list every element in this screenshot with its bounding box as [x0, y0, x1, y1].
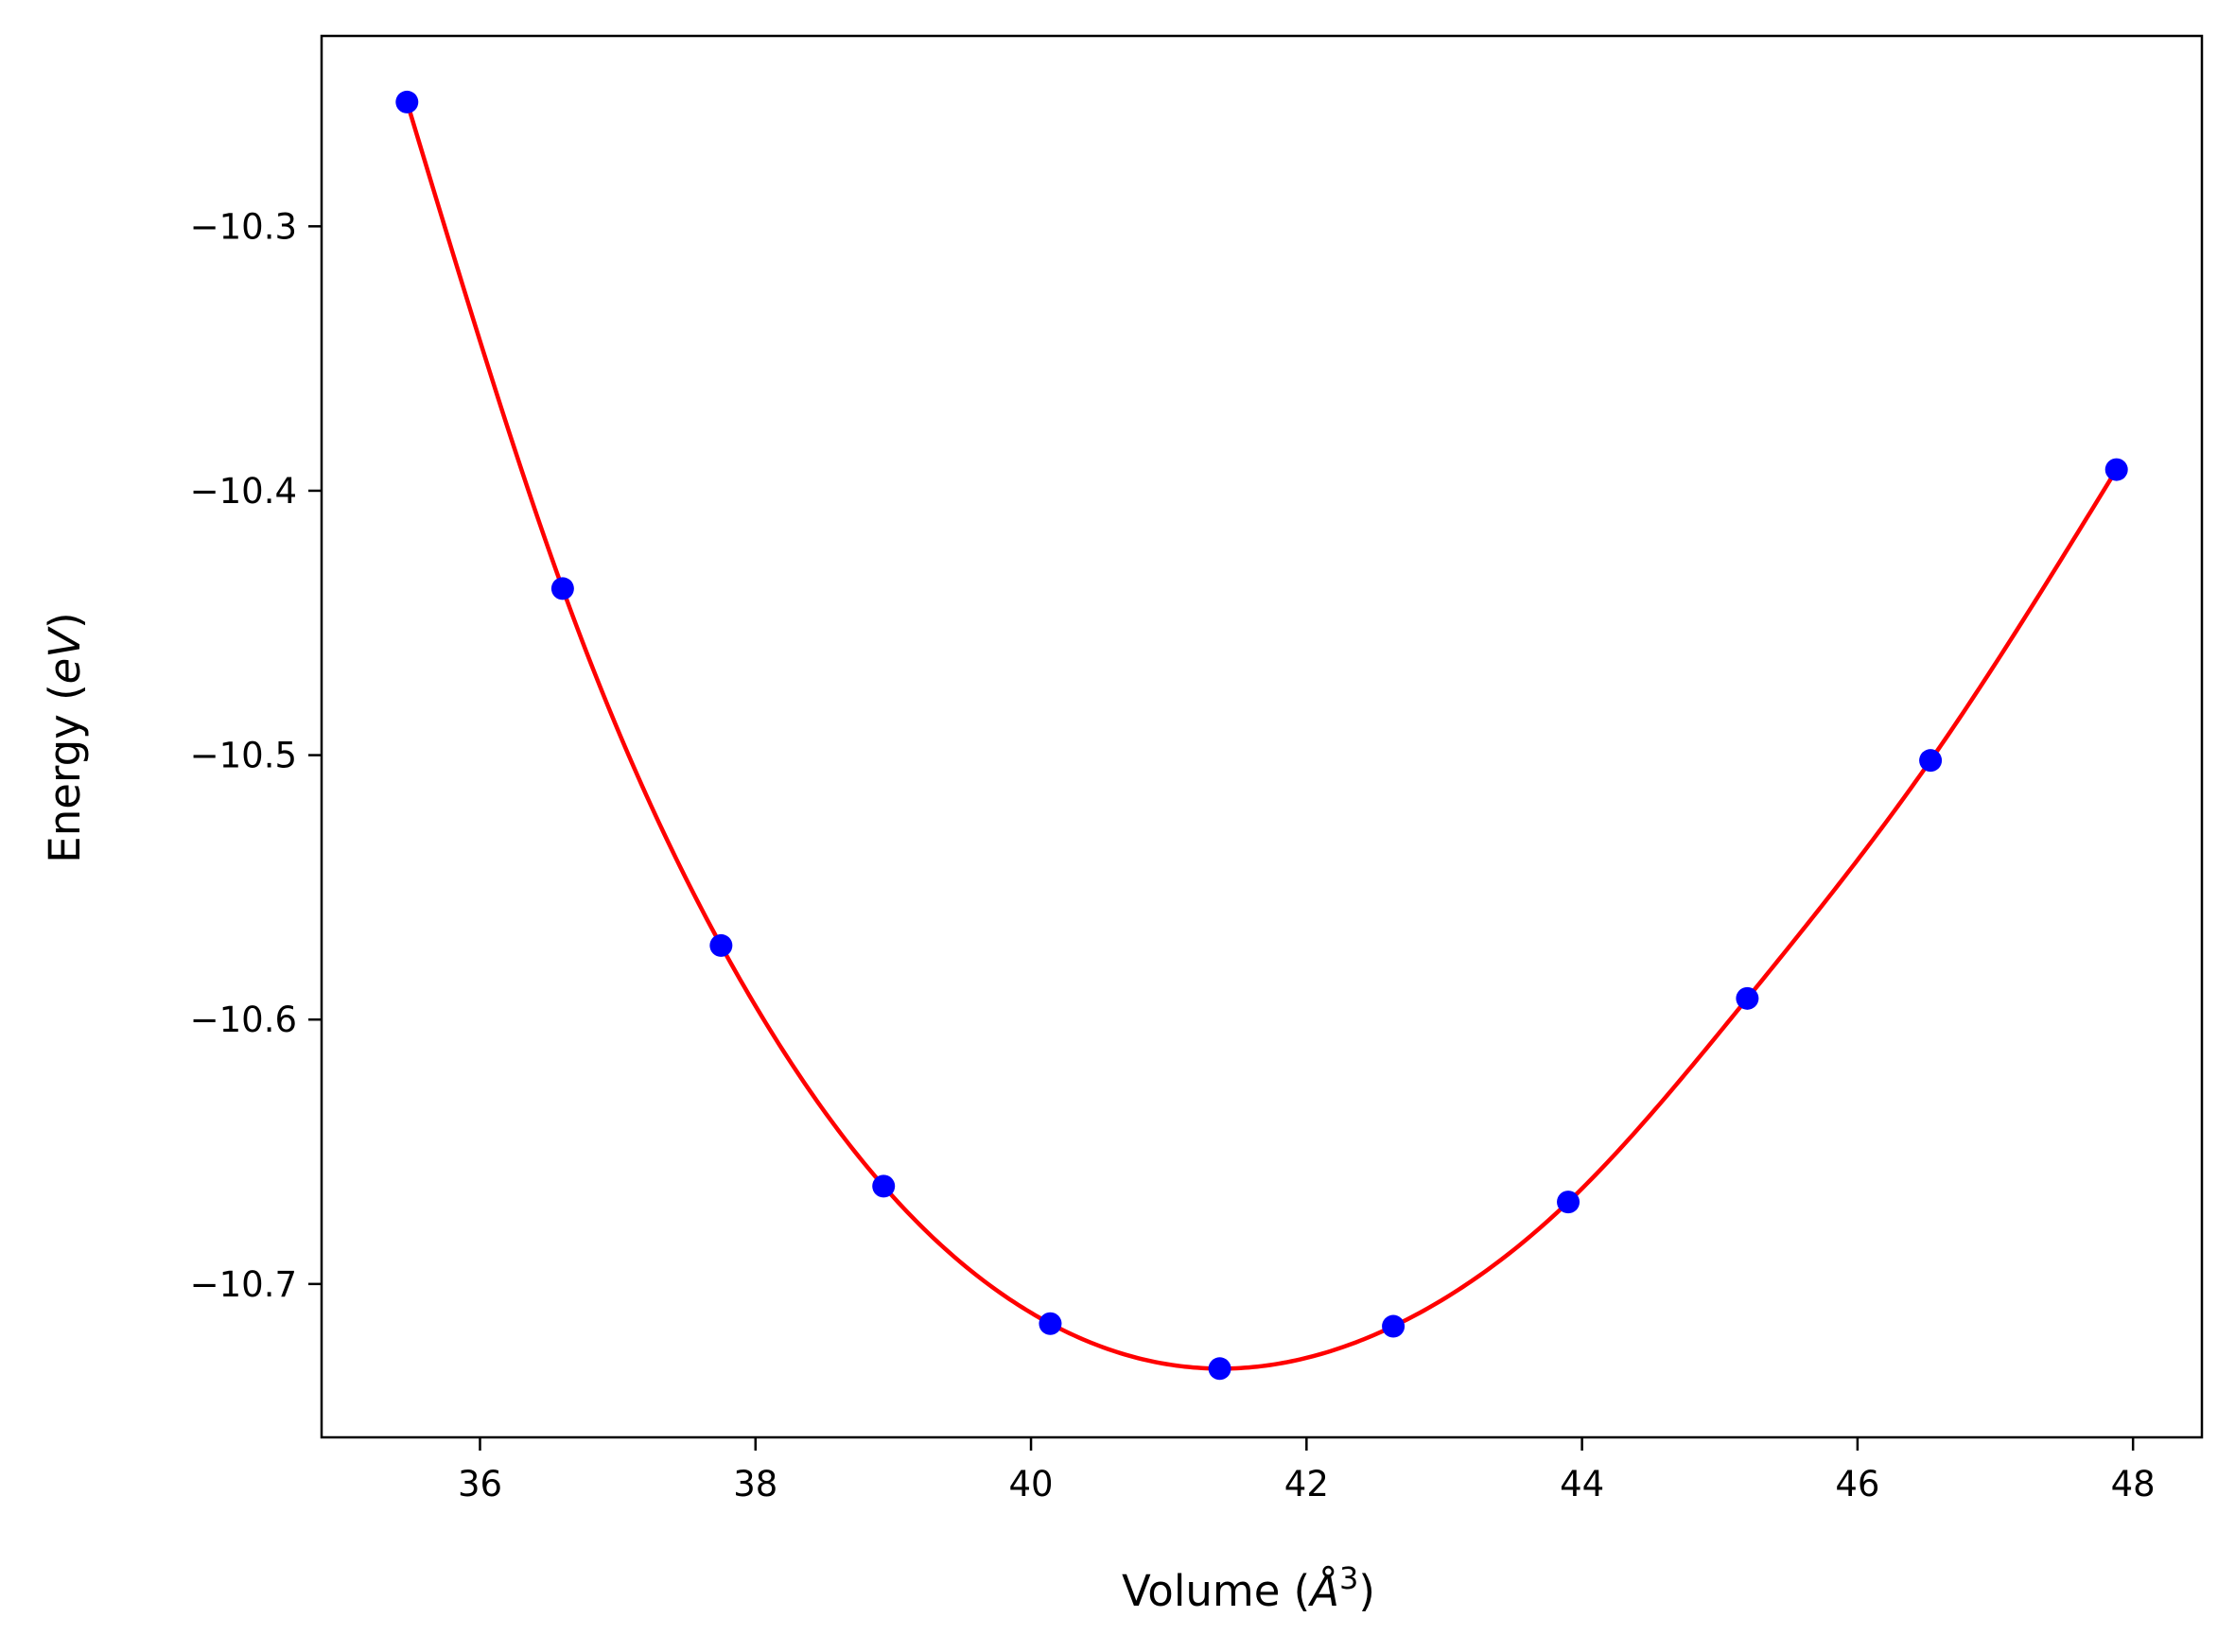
y-axis-ticks: −10.3 −10.4 −10.5 −10.6 −10.7 [190, 206, 322, 1305]
x-axis-label-suffix: ) [1358, 1566, 1375, 1616]
fit-curve-line [405, 99, 2119, 1371]
y-tick-label: −10.4 [190, 471, 297, 512]
y-tick-label: −10.3 [190, 206, 297, 247]
y-axis-label-unit: eV [40, 626, 90, 685]
x-axis-label-unit-power: 3 [1339, 1560, 1358, 1596]
x-tick-label: 46 [1835, 1464, 1879, 1504]
x-axis-label-unit-symbol: Å [1307, 1566, 1339, 1616]
axes-frame [320, 34, 2204, 1439]
x-tick-label: 38 [733, 1464, 777, 1504]
x-tick-label: 42 [1284, 1464, 1329, 1504]
y-axis-label-prefix: Energy ( [40, 684, 90, 862]
x-tick-label: 48 [2111, 1464, 2156, 1504]
x-axis-label-prefix: Volume ( [1122, 1566, 1310, 1616]
data-point [2104, 458, 2128, 481]
x-axis-ticks: 36 38 40 42 44 46 48 [458, 1437, 2156, 1504]
data-points [395, 90, 2128, 1381]
y-axis-label-suffix: ) [40, 612, 90, 629]
data-point [1557, 1191, 1580, 1214]
plot-area [395, 90, 2128, 1381]
x-tick-label: 40 [1009, 1464, 1054, 1504]
y-axis-label: Energy (eV) [40, 612, 90, 862]
x-tick-label: 44 [1560, 1464, 1604, 1504]
y-tick-label: −10.7 [190, 1264, 297, 1305]
y-tick-label: −10.6 [190, 1000, 297, 1040]
x-axis-label: Volume (Å3) [1122, 1560, 1375, 1616]
data-point [550, 577, 574, 600]
y-tick-label: −10.5 [190, 736, 297, 776]
data-point [395, 90, 419, 113]
data-point [1736, 986, 1759, 1010]
data-point [709, 933, 733, 957]
x-tick-label: 36 [458, 1464, 502, 1504]
data-point [1919, 749, 1943, 773]
data-point [1382, 1314, 1406, 1338]
data-point [872, 1174, 896, 1198]
data-point [1039, 1312, 1062, 1335]
data-point [1208, 1357, 1231, 1381]
